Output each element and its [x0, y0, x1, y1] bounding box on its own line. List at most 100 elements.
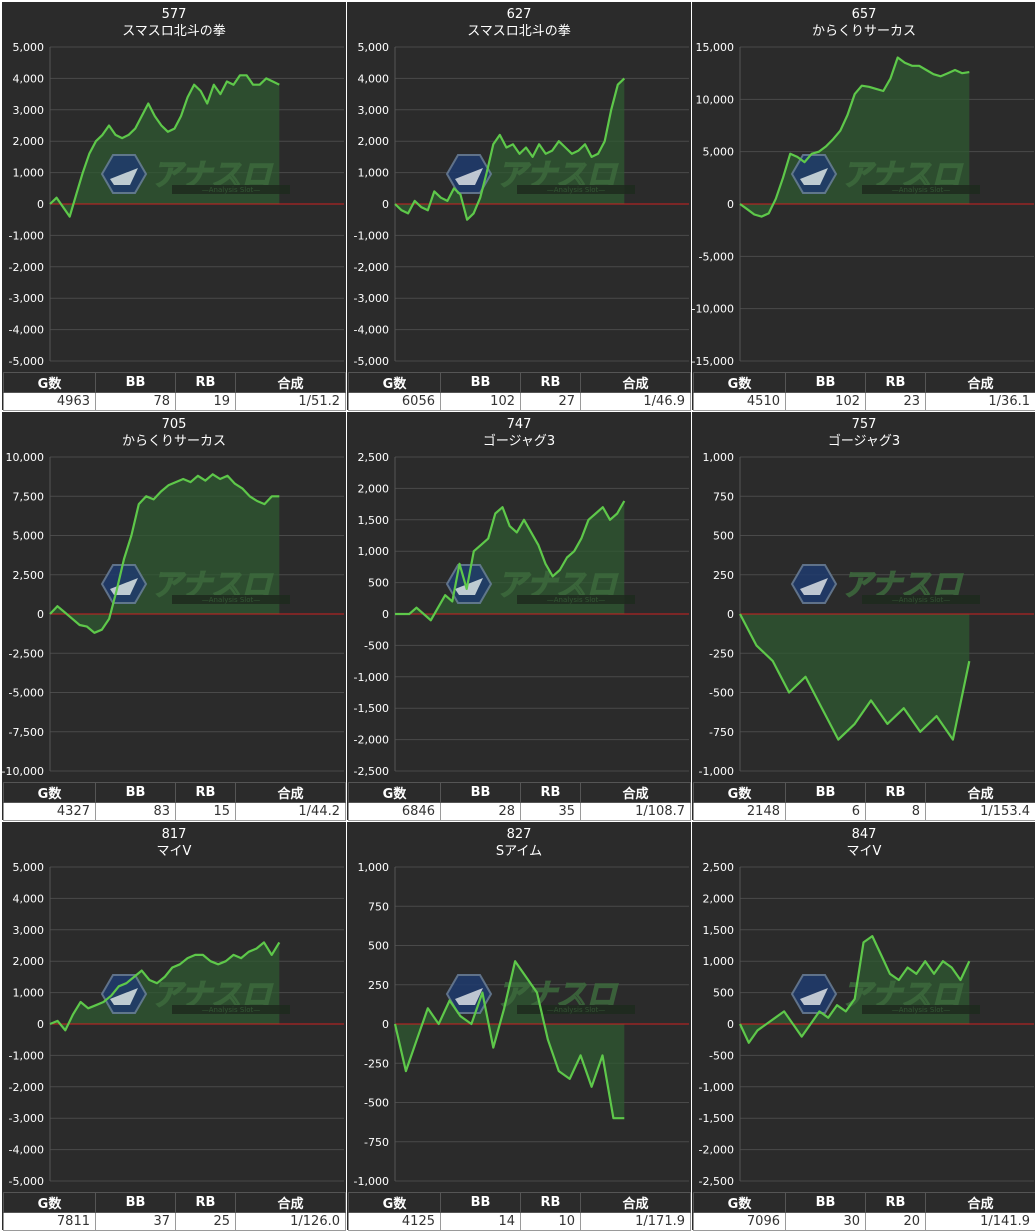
y-tick-label: 2,000: [358, 135, 390, 148]
y-tick-label: 1,000: [358, 545, 390, 558]
header-bb: BB: [441, 373, 521, 393]
games-value: 4327: [4, 803, 96, 821]
y-tick-label: 2,500: [13, 569, 45, 582]
y-tick-label: 500: [713, 530, 734, 543]
watermark-logo: アナスロ—Analysis Slot—: [447, 155, 635, 194]
watermark-logo: アナスロ—Analysis Slot—: [792, 975, 980, 1014]
y-tick-label: -1,500: [354, 702, 389, 715]
y-tick-label: 5,000: [13, 861, 45, 874]
difference-chart: 15,00010,0005,0000-5,000-10,000-15,000アナ…: [692, 2, 1035, 372]
header-rb: RB: [521, 1193, 581, 1213]
y-tick-label: 0: [37, 1018, 44, 1031]
series-area: [50, 75, 279, 216]
watermark-tagline: —Analysis Slot—: [202, 186, 260, 194]
rb-value: 20: [866, 1213, 926, 1231]
header-games: G数: [349, 783, 441, 803]
header-gousei: 合成: [581, 783, 691, 803]
y-tick-label: -10,000: [2, 765, 44, 778]
games-value: 4510: [694, 393, 786, 411]
header-rb: RB: [866, 1193, 926, 1213]
y-tick-label: 500: [368, 577, 389, 590]
y-tick-label: -5,000: [9, 687, 44, 700]
y-tick-label: -500: [364, 639, 389, 652]
rb-value: 15: [176, 803, 236, 821]
games-value: 7811: [4, 1213, 96, 1231]
y-tick-label: 5,000: [703, 146, 735, 159]
y-tick-label: -750: [364, 1136, 389, 1149]
y-tick-label: -4,000: [354, 324, 389, 337]
watermark-tagline: —Analysis Slot—: [547, 1006, 605, 1014]
header-gousei: 合成: [581, 373, 691, 393]
y-tick-label: 2,000: [358, 482, 390, 495]
watermark-logo: アナスロ—Analysis Slot—: [102, 565, 290, 604]
y-tick-label: -750: [709, 726, 734, 739]
rb-value: 10: [521, 1213, 581, 1231]
y-tick-label: 1,000: [358, 167, 390, 180]
watermark-logo: アナスロ—Analysis Slot—: [447, 565, 635, 604]
header-games: G数: [694, 783, 786, 803]
header-gousei: 合成: [581, 1193, 691, 1213]
games-value: 4125: [349, 1213, 441, 1231]
y-tick-label: -1,000: [699, 765, 734, 778]
y-tick-label: 5,000: [13, 41, 45, 54]
watermark-tagline: —Analysis Slot—: [202, 1006, 260, 1014]
y-tick-label: 1,500: [703, 924, 735, 937]
header-gousei: 合成: [236, 373, 346, 393]
y-tick-label: 750: [368, 900, 389, 913]
y-tick-label: 2,000: [13, 135, 45, 148]
y-tick-label: 0: [37, 608, 44, 621]
y-tick-label: 10,000: [696, 93, 735, 106]
y-tick-label: -5,000: [9, 355, 44, 368]
y-tick-label: -1,000: [9, 1049, 44, 1062]
gousei-value: 1/46.9: [581, 393, 691, 411]
y-tick-label: -1,000: [9, 229, 44, 242]
header-bb: BB: [441, 1193, 521, 1213]
games-value: 2148: [694, 803, 786, 821]
y-tick-label: -1,000: [354, 229, 389, 242]
watermark-logo: アナスロ—Analysis Slot—: [102, 155, 290, 194]
y-tick-label: -1,000: [354, 1175, 389, 1188]
y-tick-label: -4,000: [9, 324, 44, 337]
difference-chart: 5,0004,0003,0002,0001,0000-1,000-2,000-3…: [2, 822, 346, 1192]
y-tick-label: 4,000: [358, 72, 390, 85]
header-bb: BB: [786, 373, 866, 393]
y-tick-label: 3,000: [358, 104, 390, 117]
y-tick-label: 3,000: [13, 924, 45, 937]
header-games: G数: [694, 373, 786, 393]
y-tick-label: -10,000: [692, 303, 734, 316]
watermark-tagline: —Analysis Slot—: [892, 596, 950, 604]
games-value: 7096: [694, 1213, 786, 1231]
gousei-value: 1/141.9: [926, 1213, 1035, 1231]
series-area: [395, 78, 624, 219]
watermark-logo: アナスロ—Analysis Slot—: [792, 565, 980, 604]
y-tick-label: 250: [713, 569, 734, 582]
y-tick-label: -2,000: [9, 261, 44, 274]
difference-chart: 5,0004,0003,0002,0001,0000-1,000-2,000-3…: [347, 2, 691, 372]
gousei-value: 1/153.4: [926, 803, 1035, 821]
header-rb: RB: [866, 373, 926, 393]
y-tick-label: 0: [727, 198, 734, 211]
y-tick-label: 500: [713, 987, 734, 1000]
header-rb: RB: [176, 783, 236, 803]
games-value: 6846: [349, 803, 441, 821]
y-tick-label: 750: [713, 490, 734, 503]
y-tick-label: -2,500: [9, 647, 44, 660]
header-bb: BB: [441, 783, 521, 803]
y-tick-label: 1,000: [358, 861, 390, 874]
header-games: G数: [694, 1193, 786, 1213]
difference-chart: 2,5002,0001,5001,0005000-500-1,000-1,500…: [692, 822, 1035, 1192]
games-value: 6056: [349, 393, 441, 411]
series-area: [50, 474, 279, 633]
y-tick-label: 0: [727, 1018, 734, 1031]
